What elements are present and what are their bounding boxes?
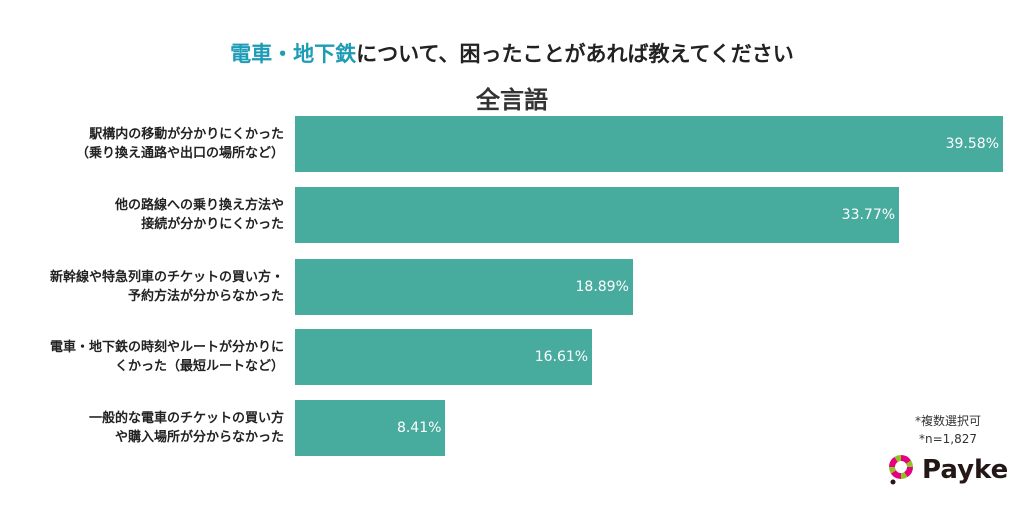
value-label: 39.58% xyxy=(945,136,999,152)
value-label: 16.61% xyxy=(534,349,589,365)
payke-logo: Payke xyxy=(888,455,1008,485)
category-label-line: くかった（最短ルートなど） xyxy=(114,359,284,374)
note-sample-size: *n=1,827 xyxy=(919,432,978,446)
category-label-line: や購入場所が分からなかった xyxy=(114,430,284,445)
value-label: 8.41% xyxy=(396,420,442,436)
title-rest: について、困ったことがあれば教えてください xyxy=(356,42,794,66)
value-label: 18.89% xyxy=(575,279,629,295)
category-label-line: 予約方法が分からなかった xyxy=(127,289,284,304)
bar xyxy=(295,400,446,456)
category-label: 駅構内の移動が分かりにくかった （乗り換え通路や出口の場所など） xyxy=(0,125,284,163)
category-label-line: 他の路線への乗り換え方法や xyxy=(114,198,284,213)
chart-subtitle: 全言語 xyxy=(476,86,548,114)
category-label-line: 一般的な電車のチケットの買い方 xyxy=(88,411,284,426)
category-label-line: 接続が分かりにくかった xyxy=(141,217,284,232)
payke-logo-icon xyxy=(889,455,913,485)
category-label-line: （乗り換え通路や出口の場所など） xyxy=(75,146,284,161)
category-label-line: 電車・地下鉄の時刻やルートが分かりに xyxy=(49,340,284,355)
value-label: 33.77% xyxy=(841,207,896,223)
bar xyxy=(295,259,633,315)
bar xyxy=(295,329,593,385)
notes: *複数選択可 *n=1,827 xyxy=(915,412,981,448)
category-label-line: 駅構内の移動が分かりにくかった xyxy=(89,127,284,142)
note-multiple-choice: *複数選択可 xyxy=(915,414,982,428)
category-label: 一般的な電車のチケットの買い方や購入場所が分からなかった xyxy=(0,409,284,447)
category-label: 他の路線への乗り換え方法や接続が分かりにくかった xyxy=(0,196,284,234)
chart-title: 電車・地下鉄について、困ったことがあれば教えてください xyxy=(0,38,1024,68)
logo-text: Payke xyxy=(922,455,1009,485)
bar xyxy=(295,116,1003,172)
category-label: 電車・地下鉄の時刻やルートが分かりにくかった（最短ルートなど） xyxy=(0,338,284,376)
bar xyxy=(295,187,900,243)
title-highlight: 電車・地下鉄 xyxy=(230,42,357,66)
category-label: 新幹線や特急列車のチケットの買い方・予約方法が分からなかった xyxy=(0,268,284,306)
category-label-line: 新幹線や特急列車のチケットの買い方・ xyxy=(49,270,284,285)
